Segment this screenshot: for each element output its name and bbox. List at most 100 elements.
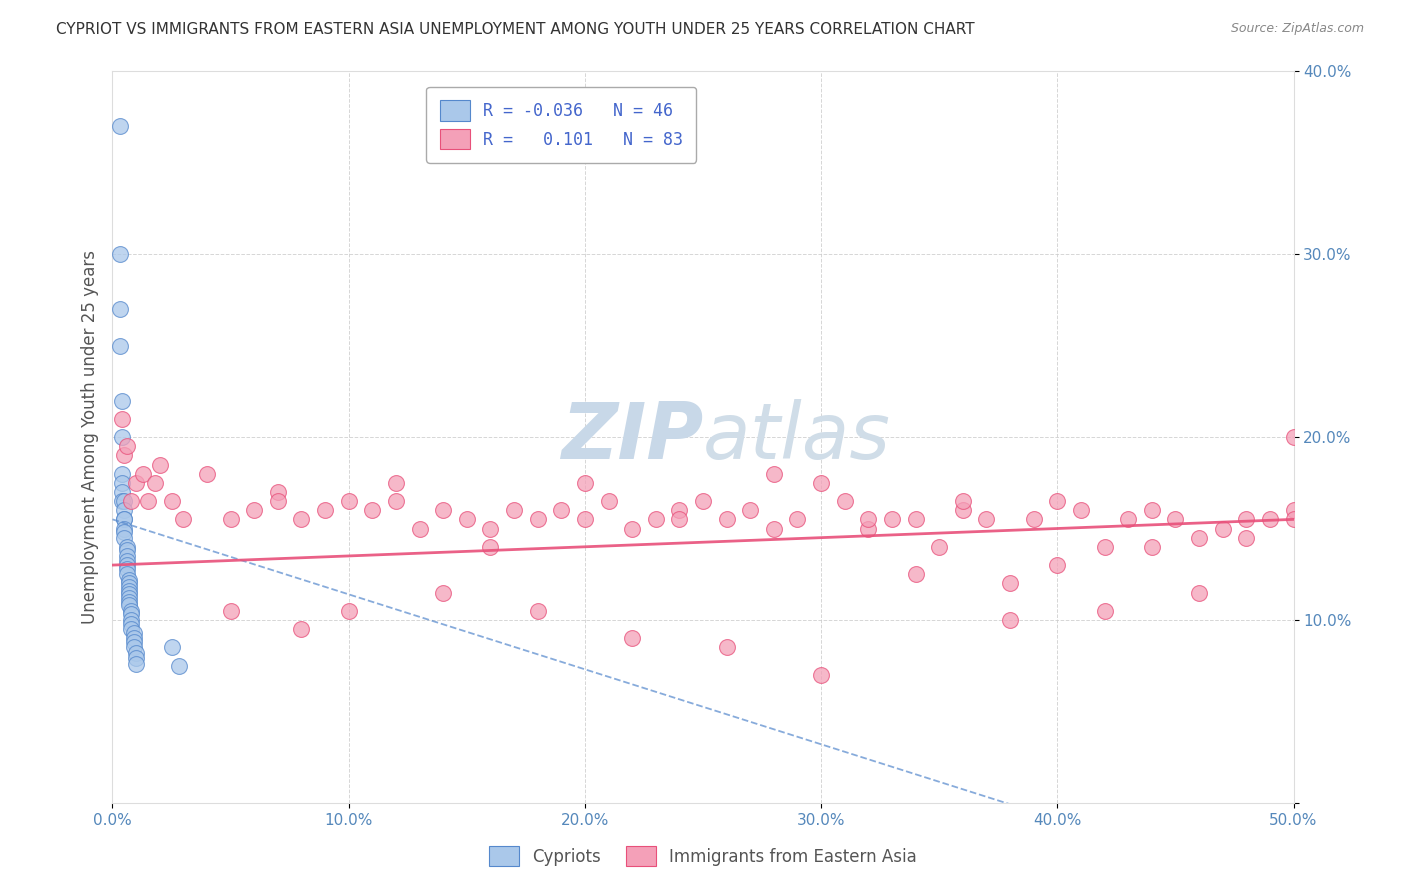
Point bbox=[998, 613, 1021, 627]
Point bbox=[574, 512, 596, 526]
Point bbox=[115, 439, 138, 453]
Point bbox=[120, 616, 142, 631]
Point bbox=[112, 494, 135, 508]
Point bbox=[111, 494, 134, 508]
Point bbox=[122, 625, 145, 640]
Point bbox=[1282, 430, 1305, 444]
Point bbox=[195, 467, 218, 481]
Point bbox=[1140, 540, 1163, 554]
Point bbox=[668, 512, 690, 526]
Point bbox=[762, 467, 785, 481]
Point bbox=[408, 521, 430, 535]
Point bbox=[1188, 585, 1211, 599]
Point bbox=[550, 503, 572, 517]
Point bbox=[952, 494, 974, 508]
Point bbox=[810, 667, 832, 681]
Point bbox=[108, 120, 131, 134]
Point bbox=[112, 525, 135, 540]
Point bbox=[115, 554, 138, 568]
Point bbox=[716, 640, 738, 655]
Point bbox=[136, 494, 159, 508]
Point bbox=[337, 494, 360, 508]
Point bbox=[111, 393, 134, 408]
Point bbox=[928, 540, 950, 554]
Point bbox=[115, 549, 138, 563]
Point bbox=[290, 512, 312, 526]
Point bbox=[716, 512, 738, 526]
Point bbox=[108, 301, 131, 317]
Point bbox=[122, 640, 145, 655]
Point bbox=[337, 604, 360, 618]
Text: CYPRIOT VS IMMIGRANTS FROM EASTERN ASIA UNEMPLOYMENT AMONG YOUTH UNDER 25 YEARS : CYPRIOT VS IMMIGRANTS FROM EASTERN ASIA … bbox=[56, 22, 974, 37]
Point bbox=[998, 576, 1021, 591]
Point bbox=[118, 580, 141, 594]
Point bbox=[267, 485, 290, 500]
Point bbox=[526, 512, 548, 526]
Legend: R = -0.036   N = 46, R =   0.101   N = 83: R = -0.036 N = 46, R = 0.101 N = 83 bbox=[426, 87, 696, 162]
Point bbox=[290, 622, 312, 636]
Point bbox=[1116, 512, 1139, 526]
Point bbox=[118, 583, 141, 598]
Point bbox=[111, 430, 134, 444]
Point bbox=[118, 587, 141, 601]
Point bbox=[118, 591, 141, 605]
Point bbox=[115, 567, 138, 582]
Point bbox=[668, 503, 690, 517]
Point bbox=[880, 512, 903, 526]
Point bbox=[432, 585, 454, 599]
Y-axis label: Unemployment Among Youth under 25 years: Unemployment Among Youth under 25 years bbox=[80, 250, 98, 624]
Point bbox=[1282, 503, 1305, 517]
Legend: Cypriots, Immigrants from Eastern Asia: Cypriots, Immigrants from Eastern Asia bbox=[481, 838, 925, 875]
Point bbox=[621, 632, 644, 646]
Point bbox=[904, 512, 927, 526]
Point bbox=[1046, 558, 1069, 573]
Point bbox=[111, 467, 134, 481]
Point bbox=[120, 494, 142, 508]
Point bbox=[1258, 512, 1281, 526]
Point bbox=[172, 512, 194, 526]
Point bbox=[125, 646, 148, 660]
Point bbox=[112, 503, 135, 517]
Point bbox=[115, 562, 138, 576]
Point bbox=[385, 494, 408, 508]
Point bbox=[1070, 503, 1092, 517]
Point bbox=[1234, 531, 1257, 545]
Point bbox=[112, 521, 135, 535]
Point bbox=[115, 540, 138, 554]
Point bbox=[122, 635, 145, 649]
Point bbox=[125, 475, 148, 490]
Point bbox=[858, 521, 880, 535]
Text: ZIP: ZIP bbox=[561, 399, 703, 475]
Text: atlas: atlas bbox=[703, 399, 891, 475]
Point bbox=[120, 622, 142, 636]
Point bbox=[120, 604, 142, 618]
Point bbox=[143, 475, 166, 490]
Point bbox=[692, 494, 714, 508]
Point bbox=[479, 521, 502, 535]
Point bbox=[160, 494, 183, 508]
Point bbox=[118, 594, 141, 608]
Point bbox=[219, 604, 242, 618]
Point bbox=[810, 475, 832, 490]
Point bbox=[149, 458, 172, 472]
Point bbox=[112, 512, 135, 526]
Point bbox=[574, 475, 596, 490]
Point bbox=[834, 494, 856, 508]
Point bbox=[125, 657, 148, 671]
Point bbox=[952, 503, 974, 517]
Point bbox=[108, 338, 131, 352]
Point bbox=[456, 512, 478, 526]
Point bbox=[108, 247, 131, 261]
Point bbox=[621, 521, 644, 535]
Point bbox=[111, 475, 134, 490]
Point bbox=[112, 448, 135, 462]
Point bbox=[858, 512, 880, 526]
Point bbox=[132, 467, 155, 481]
Point bbox=[1022, 512, 1045, 526]
Point bbox=[786, 512, 808, 526]
Point bbox=[1212, 521, 1234, 535]
Point bbox=[1164, 512, 1187, 526]
Point bbox=[361, 503, 384, 517]
Point bbox=[976, 512, 998, 526]
Point bbox=[115, 558, 138, 573]
